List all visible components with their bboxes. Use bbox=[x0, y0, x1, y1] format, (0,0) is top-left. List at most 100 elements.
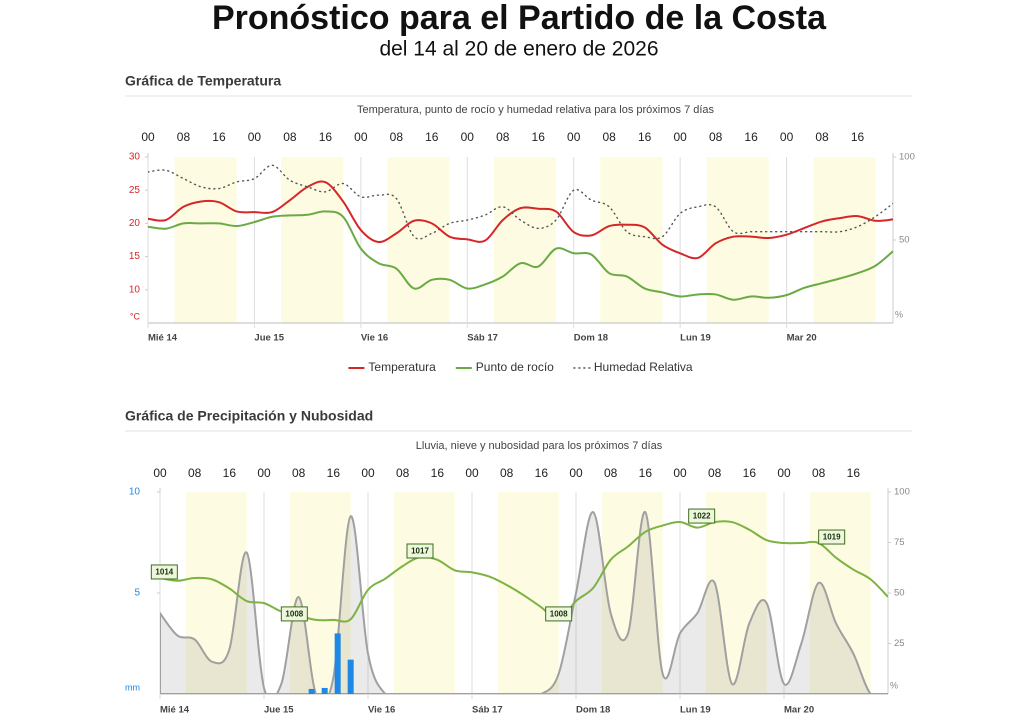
y2-tick-label: 100 bbox=[899, 152, 915, 163]
daylight-band bbox=[174, 157, 237, 323]
pressure-label-box bbox=[150, 564, 178, 580]
daylight-band bbox=[394, 492, 455, 694]
hour-tick-label: 08 bbox=[292, 466, 306, 480]
x-tick-label: Mié 14 bbox=[148, 333, 178, 344]
series-line bbox=[148, 210, 893, 301]
y2-axis-unit: % bbox=[890, 680, 898, 690]
x-tick-label: Jue 15 bbox=[254, 333, 284, 344]
series-line bbox=[148, 164, 893, 240]
series-line bbox=[148, 180, 893, 260]
y2-tick-label: 75 bbox=[894, 537, 905, 548]
hour-tick-label: 08 bbox=[496, 130, 510, 144]
precipitation-bar bbox=[334, 633, 341, 694]
pressure-label: 1008 bbox=[550, 610, 568, 619]
legend-label: Punto de rocío bbox=[476, 360, 554, 374]
hour-tick-label: 00 bbox=[465, 466, 479, 480]
hour-tick-label: 16 bbox=[532, 130, 546, 144]
cloud-area bbox=[160, 511, 888, 694]
y2-tick-label: 25 bbox=[894, 638, 905, 649]
hour-tick-label: 00 bbox=[257, 466, 271, 480]
hour-tick-label: 08 bbox=[177, 130, 191, 144]
pressure-label: 1019 bbox=[823, 533, 841, 542]
legend-label: Humedad Relativa bbox=[594, 360, 693, 374]
daylight-band bbox=[810, 492, 871, 694]
hour-tick-label: 08 bbox=[708, 466, 722, 480]
hour-tick-label: 08 bbox=[815, 130, 829, 144]
x-tick-label: Vie 16 bbox=[361, 333, 388, 344]
y-axis-unit: mm bbox=[125, 682, 140, 692]
daylight-band bbox=[493, 157, 556, 323]
pressure-label-box bbox=[406, 543, 434, 559]
hour-tick-label: 16 bbox=[535, 466, 549, 480]
hour-tick-label: 16 bbox=[431, 466, 445, 480]
chart-title: Temperatura, punto de rocío y humedad re… bbox=[357, 104, 715, 116]
hour-tick-label: 00 bbox=[361, 466, 375, 480]
hour-tick-label: 16 bbox=[744, 130, 758, 144]
hour-tick-label: 08 bbox=[188, 466, 202, 480]
x-tick-label: Mié 14 bbox=[160, 705, 190, 716]
hour-tick-label: 16 bbox=[223, 466, 237, 480]
x-tick-label: Mar 20 bbox=[787, 333, 817, 344]
hour-tick-label: 00 bbox=[141, 130, 155, 144]
legend-label: Temperatura bbox=[368, 360, 436, 374]
hour-tick-label: 00 bbox=[780, 130, 794, 144]
pressure-label-box bbox=[280, 606, 308, 622]
hour-tick-label: 08 bbox=[709, 130, 723, 144]
pressure-label-box bbox=[818, 529, 846, 545]
hour-tick-label: 08 bbox=[812, 466, 826, 480]
hour-tick-label: 00 bbox=[569, 466, 583, 480]
daylight-band bbox=[281, 157, 344, 323]
y2-axis-unit: % bbox=[895, 309, 903, 319]
chart: Gráfica de Temperatura Temperatura, punto… bbox=[125, 73, 915, 374]
section-heading: Gráfica de Precipitación y Nubosidad bbox=[125, 408, 373, 424]
daylight-band bbox=[498, 492, 559, 694]
section-heading: Gráfica de Temperatura bbox=[125, 73, 281, 89]
y2-tick-label: 100 bbox=[894, 487, 910, 498]
hour-tick-label: 00 bbox=[461, 130, 475, 144]
pressure-label: 1014 bbox=[155, 568, 173, 577]
y-tick-label: 5 bbox=[134, 588, 140, 599]
hour-tick-label: 00 bbox=[567, 130, 581, 144]
precipitation-bar bbox=[308, 688, 315, 694]
chart-title: Lluvia, nieve y nubosidad para los próxi… bbox=[416, 440, 663, 452]
x-tick-label: Sáb 17 bbox=[472, 705, 503, 716]
hour-tick-label: 08 bbox=[604, 466, 618, 480]
y-tick-label: 15 bbox=[129, 251, 141, 262]
x-tick-label: Lun 19 bbox=[680, 705, 711, 716]
hour-tick-label: 16 bbox=[638, 130, 652, 144]
hour-tick-label: 16 bbox=[743, 466, 757, 480]
pressure-label: 1008 bbox=[285, 610, 303, 619]
pressure-label: 1017 bbox=[411, 547, 429, 556]
pressure-label: 1022 bbox=[693, 512, 711, 521]
y-tick-label: 10 bbox=[129, 487, 141, 498]
x-tick-label: Mar 20 bbox=[784, 705, 814, 716]
hour-tick-label: 16 bbox=[851, 130, 865, 144]
hour-tick-label: 00 bbox=[354, 130, 368, 144]
x-tick-label: Jue 15 bbox=[264, 705, 294, 716]
daylight-band bbox=[813, 157, 876, 323]
x-tick-label: Lun 19 bbox=[680, 333, 711, 344]
hour-tick-label: 00 bbox=[777, 466, 791, 480]
x-tick-label: Sáb 17 bbox=[467, 333, 498, 344]
daylight-band bbox=[602, 492, 663, 694]
hour-tick-label: 08 bbox=[390, 130, 404, 144]
daylight-band bbox=[706, 157, 769, 323]
daylight-band bbox=[706, 492, 767, 694]
daylight-band bbox=[600, 157, 663, 323]
y-tick-label: 25 bbox=[129, 185, 141, 196]
hour-tick-label: 16 bbox=[847, 466, 861, 480]
y2-tick-label: 50 bbox=[899, 235, 910, 246]
x-tick-label: Dom 18 bbox=[576, 705, 610, 716]
hour-tick-label: 00 bbox=[153, 466, 167, 480]
hour-tick-label: 00 bbox=[673, 130, 687, 144]
hour-tick-label: 08 bbox=[396, 466, 410, 480]
hour-tick-label: 00 bbox=[248, 130, 262, 144]
daylight-band bbox=[387, 157, 450, 323]
page-subtitle: del 14 al 20 de enero de 2026 bbox=[379, 38, 658, 61]
y-axis-unit: °C bbox=[130, 311, 141, 321]
page-title: Pronóstico para el Partido de la Costa bbox=[212, 0, 827, 37]
plot-area bbox=[148, 164, 893, 301]
precipitation-bar bbox=[347, 659, 354, 694]
hour-tick-label: 16 bbox=[425, 130, 439, 144]
